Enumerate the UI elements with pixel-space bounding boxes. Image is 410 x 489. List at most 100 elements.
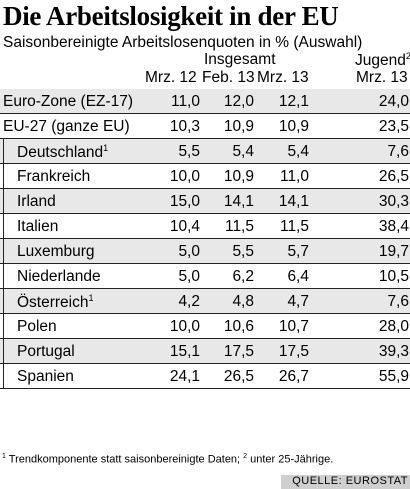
row-background bbox=[0, 189, 410, 214]
row-label: Luxemburg bbox=[17, 243, 95, 261]
row-background bbox=[0, 339, 410, 364]
column-header-feb13: Feb. 13 bbox=[202, 69, 255, 86]
table-row: Deutschland1 5,5 5,4 5,4 7,6 bbox=[0, 139, 410, 164]
value-cell: 26,5 bbox=[378, 168, 409, 185]
row-footnote-mark: 1 bbox=[88, 293, 94, 303]
row-indent-rule bbox=[3, 339, 4, 364]
source-label: QUELLE: EUROSTAT bbox=[292, 475, 408, 487]
value-cell: 7,6 bbox=[387, 293, 409, 310]
value-cell: 14,1 bbox=[278, 193, 309, 210]
value-cell: 7,6 bbox=[387, 143, 409, 160]
column-header-mrz13: Mrz. 13 bbox=[257, 69, 309, 86]
row-background bbox=[0, 264, 410, 289]
row-label-text: Deutschland bbox=[17, 144, 104, 162]
value-cell: 6,4 bbox=[287, 268, 309, 285]
row-label: Euro-Zone (EZ-17) bbox=[3, 93, 133, 111]
table-row: Niederlande 5,0 6,2 6,4 10,5 bbox=[0, 264, 410, 289]
table-row: Spanien 24,1 26,5 26,7 55,9 bbox=[0, 364, 410, 389]
row-separator bbox=[0, 338, 410, 339]
value-cell: 4,2 bbox=[178, 293, 200, 310]
row-background bbox=[0, 239, 410, 264]
value-cell: 10,4 bbox=[169, 218, 200, 235]
value-cell: 5,5 bbox=[232, 243, 254, 260]
row-background bbox=[0, 364, 410, 389]
row-label: Irland bbox=[17, 193, 56, 211]
row-label-text: Polen bbox=[17, 318, 57, 335]
value-cell: 10,3 bbox=[169, 118, 200, 135]
value-cell: 5,0 bbox=[178, 268, 200, 285]
value-cell: 19,7 bbox=[378, 243, 409, 260]
value-cell: 10,9 bbox=[223, 168, 254, 185]
row-indent-rule bbox=[3, 314, 4, 339]
value-cell: 17,5 bbox=[278, 343, 309, 360]
row-background bbox=[0, 164, 410, 189]
value-cell: 28,0 bbox=[378, 318, 409, 335]
row-label-text: Frankreich bbox=[17, 168, 91, 185]
footnote: 1 Trendkomponente statt saisonbereinigte… bbox=[2, 453, 333, 466]
row-label-text: Luxemburg bbox=[17, 243, 95, 260]
row-label: Portugal bbox=[17, 343, 75, 361]
row-indent-rule bbox=[3, 239, 4, 264]
row-separator bbox=[0, 388, 410, 389]
row-separator bbox=[0, 263, 410, 264]
column-group-total: Insgesamt bbox=[204, 51, 276, 68]
table-row: Euro-Zone (EZ-17) 11,0 12,0 12,1 24,0 bbox=[0, 89, 410, 114]
row-separator bbox=[0, 313, 410, 314]
value-cell: 12,0 bbox=[223, 93, 254, 110]
column-header-mrz12: Mrz. 12 bbox=[145, 69, 197, 86]
row-indent-rule bbox=[3, 264, 4, 289]
row-indent-rule bbox=[3, 139, 4, 164]
row-label: Deutschland1 bbox=[17, 143, 108, 162]
table-row: Frankreich 10,0 10,9 11,0 26,5 bbox=[0, 164, 410, 189]
row-label: Italien bbox=[17, 218, 58, 236]
value-cell: 5,0 bbox=[178, 243, 200, 260]
row-background bbox=[0, 289, 410, 314]
row-label: Polen bbox=[17, 318, 57, 336]
value-cell: 5,5 bbox=[178, 143, 200, 160]
value-cell: 39,3 bbox=[378, 343, 409, 360]
row-label: EU-27 (ganze EU) bbox=[3, 118, 130, 136]
source-box bbox=[281, 475, 410, 489]
row-separator bbox=[0, 138, 410, 139]
value-cell: 5,7 bbox=[287, 243, 309, 260]
value-cell: 26,7 bbox=[278, 368, 309, 385]
value-cell: 55,9 bbox=[378, 368, 409, 385]
row-background bbox=[0, 214, 410, 239]
row-separator bbox=[0, 363, 410, 364]
row-label-text: Niederlande bbox=[17, 268, 101, 285]
row-separator bbox=[0, 188, 410, 189]
value-cell: 23,5 bbox=[378, 118, 409, 135]
row-separator bbox=[0, 288, 410, 289]
value-cell: 6,2 bbox=[232, 268, 254, 285]
value-cell: 11,5 bbox=[224, 218, 254, 235]
column-group-youth-label: Jugend bbox=[355, 52, 406, 70]
row-label-text: Portugal bbox=[17, 343, 75, 360]
footnote-text-2: unter 25-Jährige. bbox=[247, 453, 334, 466]
value-cell: 4,7 bbox=[287, 293, 309, 310]
table-row: Polen 10,0 10,6 10,7 28,0 bbox=[0, 314, 410, 339]
value-cell: 11,0 bbox=[279, 168, 309, 185]
row-label-text: Italien bbox=[17, 218, 59, 235]
value-cell: 17,5 bbox=[223, 343, 254, 360]
value-cell: 10,6 bbox=[223, 318, 254, 335]
row-separator bbox=[0, 163, 410, 164]
footnote-mark-1: 1 bbox=[2, 453, 6, 460]
row-background bbox=[0, 314, 410, 339]
table-row: Österreich1 4,2 4,8 4,7 7,6 bbox=[0, 289, 410, 314]
value-cell: 30,3 bbox=[378, 193, 409, 210]
row-label: Frankreich bbox=[17, 168, 90, 186]
value-cell: 15,0 bbox=[169, 193, 200, 210]
row-label-text: Spanien bbox=[17, 368, 74, 385]
value-cell: 14,1 bbox=[223, 193, 254, 210]
column-group-youth: Jugend2 bbox=[355, 51, 410, 70]
row-separator bbox=[0, 213, 410, 214]
row-background bbox=[0, 114, 410, 139]
value-cell: 26,5 bbox=[223, 368, 254, 385]
table-row: Portugal 15,1 17,5 17,5 39,3 bbox=[0, 339, 410, 364]
row-label-text: EU-27 (ganze EU) bbox=[3, 118, 130, 135]
row-indent-rule bbox=[3, 289, 4, 314]
value-cell: 12,1 bbox=[278, 93, 309, 110]
row-label: Österreich1 bbox=[17, 293, 94, 312]
row-label: Spanien bbox=[17, 368, 74, 386]
